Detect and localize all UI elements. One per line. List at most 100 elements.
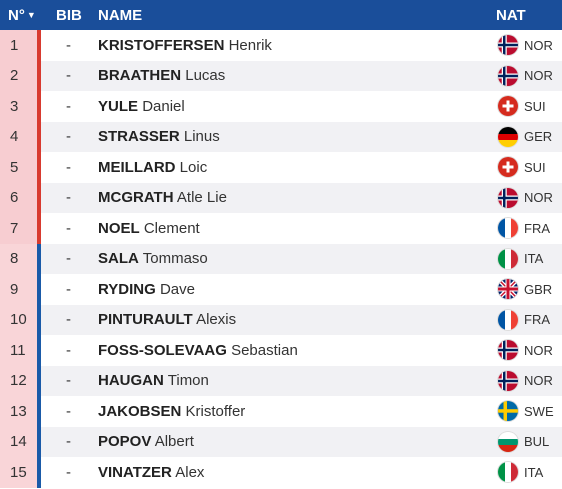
rank-cell: 1 [0,30,37,61]
bib-cell: - [66,36,71,54]
rank-number: 10 [10,311,27,329]
nation-cell: NOR [498,187,553,208]
athlete-name[interactable]: KRISTOFFERSEN Henrik [96,37,498,54]
nation-code: NOR [524,190,553,206]
athlete-given-name: Albert [154,433,194,451]
nation-cell: ITA [498,462,543,483]
athlete-given-name: Alex [175,463,205,481]
france-flag-icon [498,309,518,330]
athlete-name[interactable]: RYDING Dave [96,281,498,298]
athlete-name[interactable]: VINATZER Alex [96,464,498,481]
bib-cell: - [66,372,71,390]
bib-cell: - [66,250,71,268]
rank-cell: 8 [0,243,37,274]
bib-cell: - [66,158,71,176]
norway-flag-icon [498,340,518,361]
table-row[interactable]: 7 - NOEL Clement FRA [0,213,562,244]
nation-code: FRA [524,220,550,236]
athlete-given-name: Kristoffer [185,402,246,420]
athlete-surname: NOEL [98,219,140,237]
athlete-name[interactable]: HAUGAN Timon [96,372,498,389]
athlete-name[interactable]: JAKOBSEN Kristoffer [96,403,498,420]
table-row[interactable]: 9 - RYDING Dave GBR [0,274,562,305]
athlete-name[interactable]: YULE Daniel [96,98,498,115]
rank-number: 1 [10,36,19,54]
rank-cell: 14 [0,426,37,457]
table-row[interactable]: 12 - HAUGAN Timon NOR [0,365,562,396]
table-row[interactable]: 8 - SALA Tommaso ITA [0,243,562,274]
nation-code: BUL [524,434,550,450]
table-row[interactable]: 15 - VINATZER Alex ITA [0,457,562,488]
nation-code: SWE [524,403,554,419]
athlete-surname: VINATZER [98,463,172,481]
nation-cell: ITA [498,248,544,269]
bib-cell: - [66,341,71,359]
table-row[interactable]: 10 - PINTURAULT Alexis FRA [0,304,562,335]
nation-cell: SUI [498,96,546,117]
table-row[interactable]: 13 - JAKOBSEN Kristoffer SWE [0,396,562,427]
rank-number: 11 [10,341,26,359]
table-row[interactable]: 6 - MCGRATH Atle Lie NOR [0,182,562,213]
rank-number: 13 [10,402,27,420]
athlete-name[interactable]: NOEL Clement [96,220,498,237]
table-row[interactable]: 2 - BRAATHEN Lucas NOR [0,60,562,91]
rank-cell: 3 [0,91,37,122]
nation-code: ITA [524,251,544,267]
athlete-name[interactable]: MCGRATH Atle Lie [96,189,498,206]
athlete-name[interactable]: POPOV Albert [96,433,498,450]
group-bar [37,91,41,122]
group-bar [37,426,41,457]
rank-cell: 11 [0,335,37,366]
group-bar [37,213,41,244]
header-nat-label: NAT [496,6,526,24]
rank-number: 6 [10,189,19,207]
rank-cell: 13 [0,396,37,427]
rank-number: 2 [10,67,19,85]
rank-number: 4 [10,128,19,146]
group-bar [37,335,41,366]
nation-code: SUI [524,98,546,114]
athlete-surname: MEILLARD [98,158,176,176]
nation-cell: FRA [498,218,550,239]
table-row[interactable]: 14 - POPOV Albert BUL [0,426,562,457]
germany-flag-icon [498,126,518,147]
athlete-name[interactable]: FOSS-SOLEVAAG Sebastian [96,342,498,359]
sort-caret-icon: ▼ [26,10,36,20]
uk-flag-icon [498,279,518,300]
sort-by-number-header[interactable]: N° ▼ [0,7,40,24]
group-bar [37,396,41,427]
athlete-surname: KRISTOFFERSEN [98,36,225,54]
group-bar [37,457,41,488]
athlete-given-name: Sebastian [231,341,298,359]
switzerland-flag-icon [498,157,518,178]
athlete-surname: BRAATHEN [98,67,182,85]
athlete-given-name: Clement [143,219,200,237]
athlete-name[interactable]: BRAATHEN Lucas [96,67,498,84]
athlete-name[interactable]: STRASSER Linus [96,128,498,145]
table-row[interactable]: 11 - FOSS-SOLEVAAG Sebastian NOR [0,335,562,366]
rank-cell: 10 [0,304,37,335]
athlete-name[interactable]: MEILLARD Loic [96,159,498,176]
norway-flag-icon [498,370,518,391]
table-row[interactable]: 3 - YULE Daniel SUI [0,91,562,122]
group-bar [37,30,41,61]
rank-number: 9 [10,280,19,298]
nation-cell: NOR [498,65,553,86]
group-bar [37,274,41,305]
athlete-surname: MCGRATH [98,189,174,207]
norway-flag-icon [498,35,518,56]
table-row[interactable]: 5 - MEILLARD Loic SUI [0,152,562,183]
athlete-name[interactable]: PINTURAULT Alexis [96,311,498,328]
bib-cell: - [66,97,71,115]
table-row[interactable]: 1 - KRISTOFFERSEN Henrik NOR [0,30,562,61]
table-row[interactable]: 4 - STRASSER Linus GER [0,121,562,152]
italy-flag-icon [498,462,518,483]
athlete-given-name: Dave [159,280,195,298]
athlete-given-name: Atle Lie [176,189,227,207]
athlete-given-name: Linus [183,128,220,146]
athlete-name[interactable]: SALA Tommaso [96,250,498,267]
rank-number: 8 [10,250,19,268]
rank-number: 15 [10,463,27,481]
group-bar [37,182,41,213]
